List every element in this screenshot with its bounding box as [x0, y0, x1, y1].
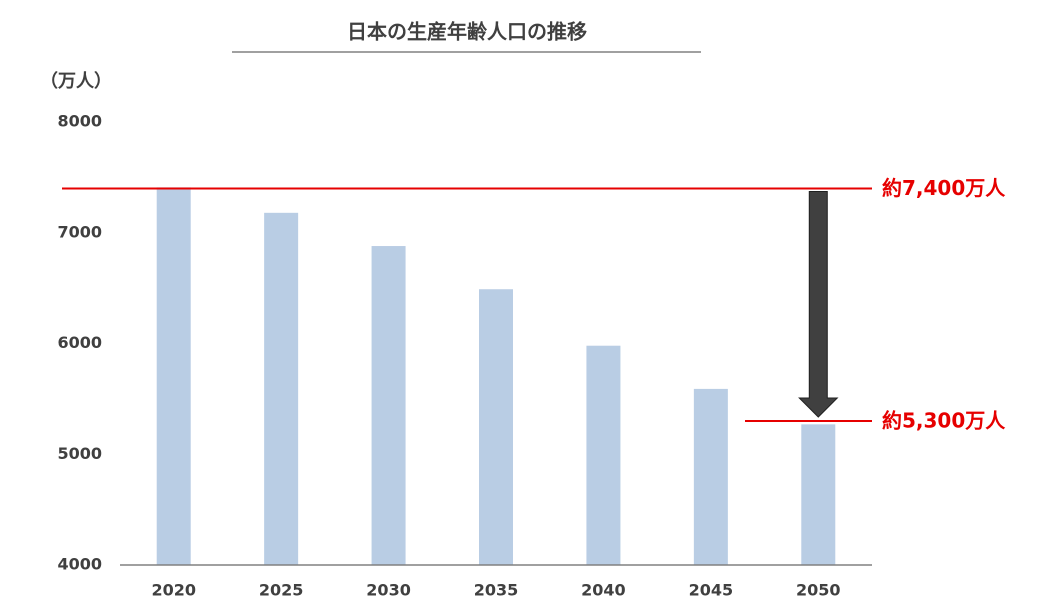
annotation: 約7,400万人 [882, 176, 1006, 200]
bar [264, 212, 299, 565]
bar [586, 345, 621, 565]
x-tick-label: 2025 [259, 581, 304, 600]
y-tick-label: 4000 [57, 555, 102, 574]
x-tick-label: 2020 [151, 581, 196, 600]
x-tick-label: 2050 [796, 581, 841, 600]
x-tick-label: 2030 [366, 581, 411, 600]
arrow [798, 190, 839, 418]
bar [371, 246, 406, 566]
bar [801, 424, 836, 565]
y-tick-label: 7000 [57, 222, 102, 241]
bar [693, 388, 728, 565]
y-tick-label: 8000 [57, 112, 102, 131]
y-axis-label: （万人） [40, 71, 112, 92]
x-tick-label: 2035 [474, 581, 519, 600]
y-tick-label: 6000 [57, 333, 102, 352]
bar [479, 289, 513, 565]
chart-title: 日本の生産年齢人口の推移 [347, 20, 587, 44]
bar [156, 187, 191, 565]
annotation: 約5,300万人 [882, 409, 1006, 433]
y-tick-label: 5000 [57, 444, 102, 463]
x-tick-label: 2040 [581, 581, 626, 600]
x-tick-label: 2045 [689, 581, 734, 600]
